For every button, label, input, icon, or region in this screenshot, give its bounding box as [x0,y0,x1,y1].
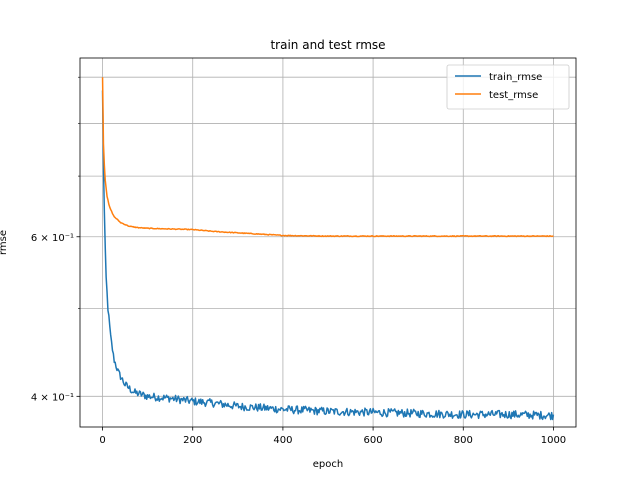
y-axis-label: rmse [0,230,9,255]
plot-frame [79,57,577,428]
legend-label-train-rmse: train_rmse [489,72,542,83]
x-tick-label: 1000 [541,435,566,446]
y-tick-label: 6 × 10⁻¹ [31,233,74,244]
series-line-test-rmse [101,77,554,238]
y-tick-label: 4 × 10⁻¹ [31,392,74,403]
legend: train_rmse test_rmse [446,64,570,110]
x-tick-label: 0 [99,435,105,446]
x-tick-label: 400 [273,435,292,446]
x-tick-label: 600 [364,435,383,446]
x-axis-label: epoch [313,459,343,470]
chart-title: train and test rmse [270,38,385,52]
series-line-train-rmse [101,90,555,421]
x-tick-label: 200 [183,435,202,446]
x-axis: 0 200 400 600 800 1000 [99,427,566,446]
grid [80,58,576,427]
legend-label-test-rmse: test_rmse [489,90,538,101]
x-tick-label: 800 [454,435,473,446]
y-axis: 4 × 10⁻¹ 6 × 10⁻¹ [31,76,80,403]
series-group [101,77,555,421]
